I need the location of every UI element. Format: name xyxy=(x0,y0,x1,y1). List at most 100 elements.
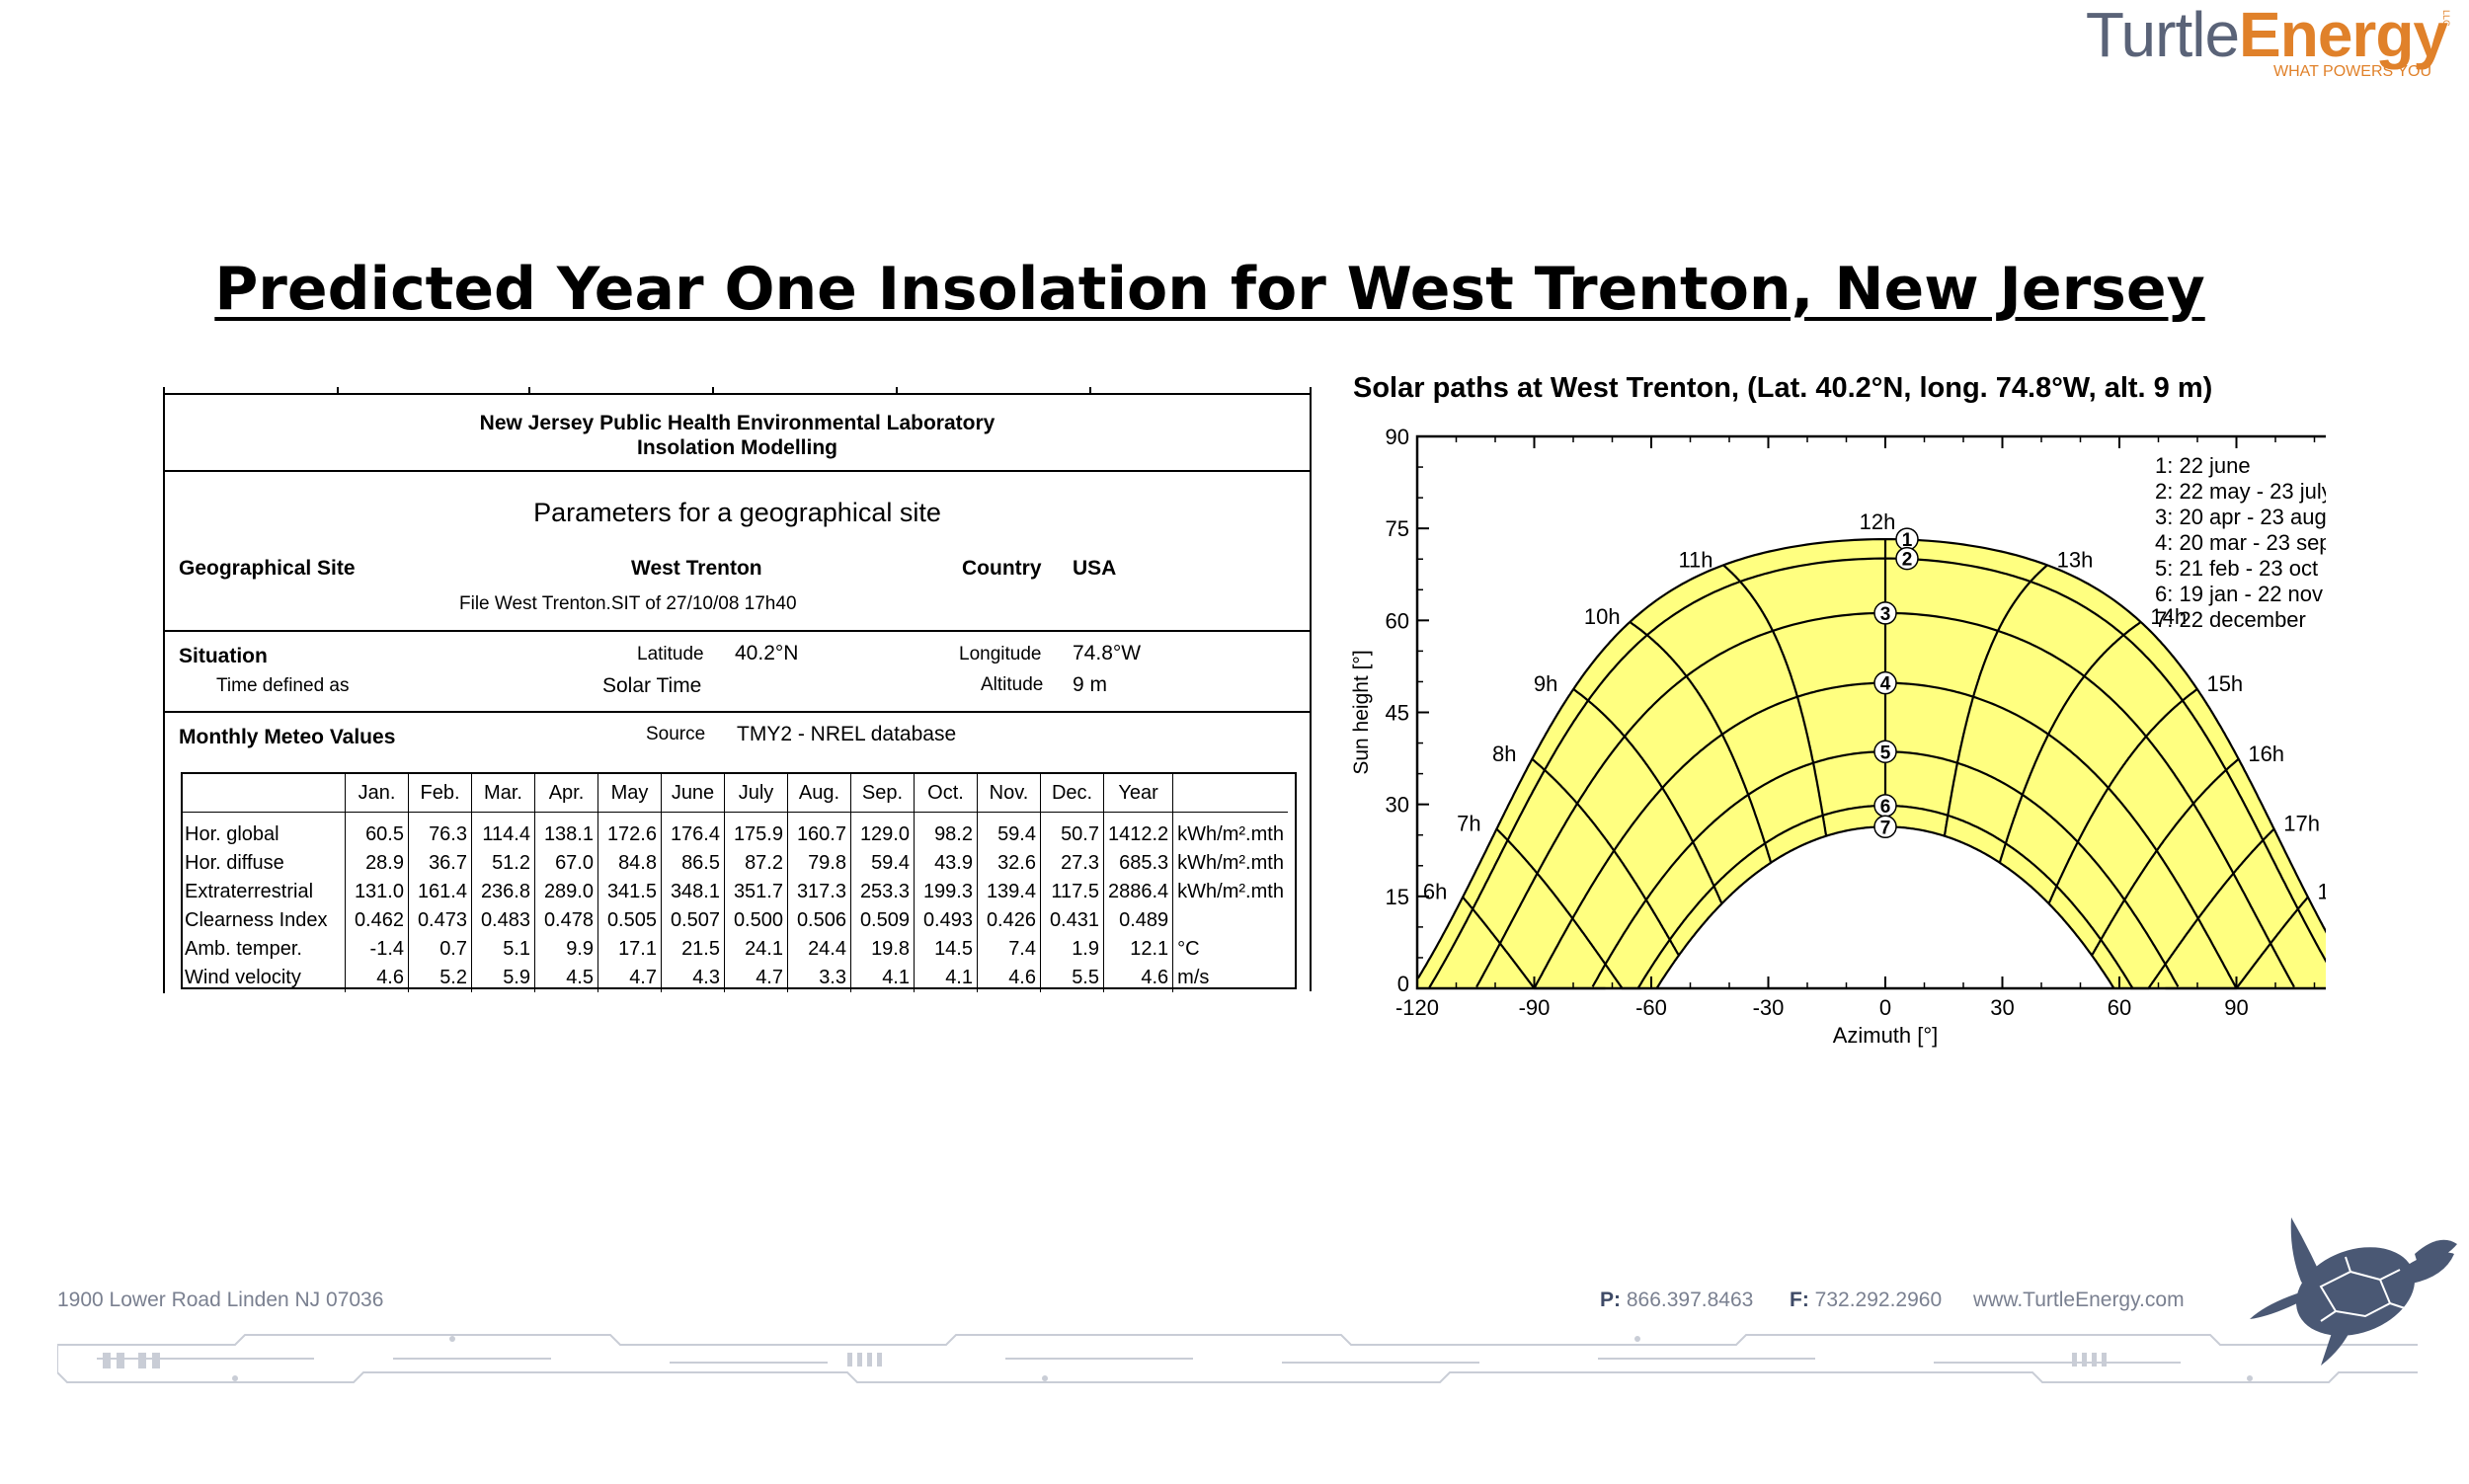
meteo-cell: 4.6 xyxy=(345,964,409,992)
meteo-cell: -1.4 xyxy=(345,935,409,964)
meteo-cell: 5.9 xyxy=(471,964,535,992)
hour-line-13h xyxy=(1943,564,2048,836)
x-tick-label: 90 xyxy=(2224,995,2248,1020)
phone-label: P: xyxy=(1600,1289,1621,1311)
hour-label-17h: 17h xyxy=(2283,812,2320,836)
legend-entry-2: 2: 22 may - 23 july xyxy=(2155,479,2326,504)
meteo-cell: 21.5 xyxy=(661,935,725,964)
legend-entry-4: 4: 20 mar - 23 sep xyxy=(2155,530,2326,555)
meteo-row: Clearness Index 0.462 0.473 0.483 0.478 0.505… xyxy=(181,906,1288,935)
footer-website[interactable]: www.TurtleEnergy.com xyxy=(1973,1289,2185,1311)
meteo-cell: 129.0 xyxy=(850,812,915,849)
meteo-cell: 4.6 xyxy=(1102,964,1173,992)
meteo-col-header: Jan. xyxy=(345,774,409,813)
fax-label: F: xyxy=(1790,1289,1809,1311)
geo-site-value: West Trenton xyxy=(631,557,762,580)
meteo-cell: 117.5 xyxy=(1040,878,1104,906)
meteo-cell: 43.9 xyxy=(914,849,978,878)
hour-label-18h: 18h xyxy=(2318,880,2326,904)
meteo-col-header: Nov. xyxy=(977,774,1041,813)
latitude-label: Latitude xyxy=(637,644,704,664)
turtle-logo-image xyxy=(2250,1217,2457,1366)
logo-text-turtle: Turtle xyxy=(2085,0,2240,70)
report-top-border xyxy=(163,393,1312,395)
meteo-col-header: June xyxy=(661,774,725,813)
meteo-cell: 5.5 xyxy=(1040,964,1104,992)
meteo-cell: 51.2 xyxy=(471,849,535,878)
insolation-report: New Jersey Public Health Environmental L… xyxy=(163,387,1312,993)
page-title: Predicted Year One Insolation for West T… xyxy=(214,255,2205,324)
altitude-value: 9 m xyxy=(1073,673,1108,696)
meteo-cell: 236.8 xyxy=(471,878,535,906)
y-tick-label: 30 xyxy=(1386,793,1409,818)
meteo-cell: 5.2 xyxy=(408,964,472,992)
solar-path-chart: 6h7h8h9h10h11h12h13h14h15h16h17h18h12345… xyxy=(1350,372,2326,1048)
meteo-row: Extraterrestrial 131.0 161.4 236.8 289.0 341.… xyxy=(181,878,1288,906)
meteo-row-label: Wind velocity xyxy=(185,967,301,988)
params-heading: Parameters for a geographical site xyxy=(533,498,941,527)
meteo-row-label: Extraterrestrial xyxy=(185,881,314,902)
meteo-cell: 0.500 xyxy=(724,906,788,935)
meteo-cell: 24.1 xyxy=(724,935,788,964)
phone-number: 866.397.8463 xyxy=(1626,1289,1754,1311)
footer-fax: F: 732.292.2960 xyxy=(1790,1289,1942,1312)
logo-tagline: WHAT POWERS YOU xyxy=(2272,63,2431,80)
path-marker-label-5: 5 xyxy=(1880,742,1891,763)
x-tick-label: 60 xyxy=(2108,995,2131,1020)
meteo-cell: 1.9 xyxy=(1040,935,1104,964)
meteo-cell: 79.8 xyxy=(787,849,851,878)
meteo-unit: kWh/m².mth xyxy=(1172,849,1288,878)
meteo-cell: 4.1 xyxy=(850,964,915,992)
meteo-col-header: May xyxy=(597,774,662,813)
latitude-value: 40.2°N xyxy=(735,642,799,664)
path-marker-label-2: 2 xyxy=(1902,550,1913,571)
time-defined-label: Time defined as xyxy=(216,675,350,696)
hour-line-9h xyxy=(1572,688,1723,903)
meteo-label: Monthly Meteo Values xyxy=(179,726,396,748)
footer-address: 1900 Lower Road Linden NJ 07036 xyxy=(57,1289,384,1311)
file-line: File West Trenton.SIT of 27/10/08 17h40 xyxy=(459,593,797,614)
meteo-cell: 131.0 xyxy=(345,878,409,906)
meteo-cell: 176.4 xyxy=(661,812,725,849)
meteo-cell: 341.5 xyxy=(597,878,662,906)
meteo-cell: 4.1 xyxy=(914,964,978,992)
meteo-cell: 0.509 xyxy=(850,906,915,935)
hour-line-10h xyxy=(1629,621,1772,863)
legend-entry-5: 5: 21 feb - 23 oct xyxy=(2155,556,2318,581)
meteo-cell: 98.2 xyxy=(914,812,978,849)
lab-subtitle: Insolation Modelling xyxy=(637,436,837,459)
meteo-unit: kWh/m².mth xyxy=(1172,878,1288,906)
meteo-cell: 1412.2 xyxy=(1102,812,1173,849)
path-marker-label-7: 7 xyxy=(1880,818,1891,838)
meteo-cell: 685.3 xyxy=(1102,849,1173,878)
meteo-cell: 67.0 xyxy=(534,849,598,878)
y-tick-label: 0 xyxy=(1397,972,1409,996)
source-value: TMY2 - NREL database xyxy=(737,723,957,745)
solar-path-line-1 xyxy=(1416,538,2326,979)
logo-llc: LLC xyxy=(2441,10,2451,27)
x-tick-label: -90 xyxy=(1519,995,1551,1020)
hour-line-17h xyxy=(2130,827,2275,990)
meteo-cell: 19.8 xyxy=(850,935,915,964)
path-marker-5 xyxy=(1873,740,1897,764)
meteo-cell: 4.6 xyxy=(977,964,1041,992)
meteo-cell: 87.2 xyxy=(724,849,788,878)
meteo-cell: 172.6 xyxy=(597,812,662,849)
path-marker-7 xyxy=(1873,815,1897,839)
y-tick-label: 75 xyxy=(1386,516,1409,541)
footer-phone: P: 866.397.8463 xyxy=(1600,1289,1753,1312)
meteo-cell: 0.473 xyxy=(408,906,472,935)
meteo-cell: 2886.4 xyxy=(1102,878,1173,906)
meteo-cell: 14.5 xyxy=(914,935,978,964)
meteo-col-header: Year xyxy=(1102,774,1173,813)
meteo-cell: 9.9 xyxy=(534,935,598,964)
meteo-row-label: Hor. global xyxy=(185,823,279,845)
meteo-col-header: Mar. xyxy=(471,774,535,813)
hour-line-16h xyxy=(2091,757,2240,956)
meteo-col-header: Sep. xyxy=(850,774,915,813)
meteo-row-label: Amb. temper. xyxy=(185,938,302,960)
meteo-unit: kWh/m².mth xyxy=(1172,812,1288,849)
meteo-cell: 4.7 xyxy=(724,964,788,992)
lab-name: New Jersey Public Health Environmental L… xyxy=(479,412,996,434)
meteo-cell: 5.1 xyxy=(471,935,535,964)
